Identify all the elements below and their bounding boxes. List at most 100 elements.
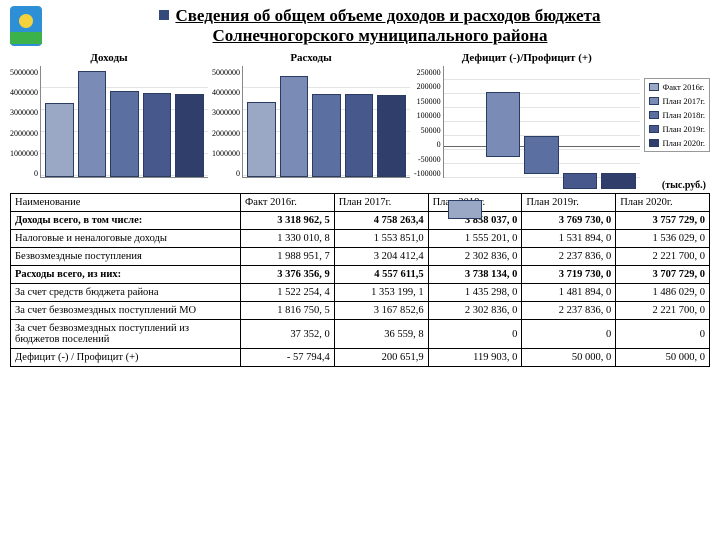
cell: 50 000, 0 xyxy=(522,349,616,367)
bullet-icon xyxy=(159,10,169,20)
income-title: Доходы xyxy=(90,52,127,64)
cell: 1 330 010, 8 xyxy=(241,230,335,248)
col-name: Наименование xyxy=(11,194,241,212)
bar xyxy=(524,136,558,174)
row-label: Дефицит (-) / Профицит (+) xyxy=(11,349,241,367)
cell: 3 719 730, 0 xyxy=(522,266,616,284)
logo xyxy=(10,6,42,50)
cell: 0 xyxy=(522,320,616,349)
row-label: Доходы всего, в том числе: xyxy=(11,212,241,230)
cell: 2 221 700, 0 xyxy=(616,302,710,320)
col-2019: План 2019г. xyxy=(522,194,616,212)
bar xyxy=(110,91,139,177)
bar xyxy=(143,93,172,177)
header: Сведения об общем объеме доходов и расхо… xyxy=(10,6,710,50)
cell: 4 557 611,5 xyxy=(334,266,428,284)
bar xyxy=(247,102,276,177)
cell: 1 435 298, 0 xyxy=(428,284,522,302)
deficit-plot xyxy=(443,66,640,178)
cell: 200 651,9 xyxy=(334,349,428,367)
cell: 1 481 894, 0 xyxy=(522,284,616,302)
bar xyxy=(377,95,406,177)
cell: 3 318 962, 5 xyxy=(241,212,335,230)
charts-row: Доходы 5000000 4000000 3000000 2000000 1… xyxy=(10,52,710,178)
cell: 1 353 199, 1 xyxy=(334,284,428,302)
expense-plot xyxy=(242,66,410,178)
cell: - 57 794,4 xyxy=(241,349,335,367)
col-2020: План 2020г. xyxy=(616,194,710,212)
cell: 1 988 951, 7 xyxy=(241,248,335,266)
row-label: Налоговые и неналоговые доходы xyxy=(11,230,241,248)
table-row: За счет безвозмездных поступлений из бюд… xyxy=(11,320,710,349)
table-row: Безвозмездные поступления1 988 951, 73 2… xyxy=(11,248,710,266)
title-line-2: Солнечногорского муниципального района xyxy=(213,26,548,45)
table-row: За счет средств бюджета района1 522 254,… xyxy=(11,284,710,302)
bar xyxy=(345,94,374,177)
row-label: Безвозмездные поступления xyxy=(11,248,241,266)
legend-item-4: План 2020г. xyxy=(649,138,705,148)
expense-yaxis: 5000000 4000000 3000000 2000000 1000000 … xyxy=(212,66,242,178)
bar xyxy=(175,94,204,177)
cell: 2 302 836, 0 xyxy=(428,302,522,320)
bar xyxy=(280,76,309,177)
cell: 3 167 852,6 xyxy=(334,302,428,320)
cell: 3 376 356, 9 xyxy=(241,266,335,284)
row-label: Расходы всего, из них: xyxy=(11,266,241,284)
table-row: За счет безвозмездных поступлений МО1 81… xyxy=(11,302,710,320)
table-row: Доходы всего, в том числе:3 318 962, 54 … xyxy=(11,212,710,230)
cell: 1 536 029, 0 xyxy=(616,230,710,248)
bar xyxy=(486,92,520,156)
col-2016: Факт 2016г. xyxy=(241,194,335,212)
cell: 0 xyxy=(428,320,522,349)
expense-chart: Расходы 5000000 4000000 3000000 2000000 … xyxy=(212,52,410,178)
cell: 3 707 729, 0 xyxy=(616,266,710,284)
cell: 1 553 851,0 xyxy=(334,230,428,248)
table-body: Доходы всего, в том числе:3 318 962, 54 … xyxy=(11,212,710,367)
table-row: Расходы всего, из них:3 376 356, 94 557 … xyxy=(11,266,710,284)
deficit-title: Дефицит (-)/Профицит (+) xyxy=(462,52,592,64)
bar xyxy=(78,71,107,177)
col-2017: План 2017г. xyxy=(334,194,428,212)
table-row: Дефицит (-) / Профицит (+)- 57 794,4200 … xyxy=(11,349,710,367)
legend-item-1: План 2017г. xyxy=(649,96,705,106)
title-line-1: Сведения об общем объеме доходов и расхо… xyxy=(175,6,600,25)
cell: 2 221 700, 0 xyxy=(616,248,710,266)
bar xyxy=(563,173,597,189)
legend: Факт 2016г. План 2017г. План 2018г. План… xyxy=(644,78,710,152)
cell: 50 000, 0 xyxy=(616,349,710,367)
cell: 3 204 412,4 xyxy=(334,248,428,266)
cell: 1 531 894, 0 xyxy=(522,230,616,248)
cell: 119 903, 0 xyxy=(428,349,522,367)
row-label: За счет безвозмездных поступлений МО xyxy=(11,302,241,320)
expense-title: Расходы xyxy=(290,52,331,64)
legend-item-2: План 2018г. xyxy=(649,110,705,120)
deficit-yaxis: 250000 200000 150000 100000 50000 0 -500… xyxy=(414,66,443,178)
income-plot xyxy=(40,66,208,178)
cell: 1 522 254, 4 xyxy=(241,284,335,302)
cell: 1 555 201, 0 xyxy=(428,230,522,248)
deficit-chart: Дефицит (-)/Профицит (+) 250000 200000 1… xyxy=(414,52,640,178)
cell: 1 816 750, 5 xyxy=(241,302,335,320)
cell: 3 738 134, 0 xyxy=(428,266,522,284)
cell: 2 302 836, 0 xyxy=(428,248,522,266)
legend-item-3: План 2019г. xyxy=(649,124,705,134)
cell: 0 xyxy=(616,320,710,349)
cell: 3 757 729, 0 xyxy=(616,212,710,230)
row-label: За счет средств бюджета района xyxy=(11,284,241,302)
cell: 2 237 836, 0 xyxy=(522,248,616,266)
income-chart: Доходы 5000000 4000000 3000000 2000000 1… xyxy=(10,52,208,178)
cell: 36 559, 8 xyxy=(334,320,428,349)
cell: 37 352, 0 xyxy=(241,320,335,349)
cell: 4 758 263,4 xyxy=(334,212,428,230)
cell: 1 486 029, 0 xyxy=(616,284,710,302)
table-header-row: Наименование Факт 2016г. План 2017г. Пла… xyxy=(11,194,710,212)
bar xyxy=(448,200,482,218)
row-label: За счет безвозмездных поступлений из бюд… xyxy=(11,320,241,349)
data-table: Наименование Факт 2016г. План 2017г. Пла… xyxy=(10,193,710,367)
bar xyxy=(601,173,635,189)
bar xyxy=(45,103,74,177)
bar xyxy=(312,94,341,177)
table-row: Налоговые и неналоговые доходы1 330 010,… xyxy=(11,230,710,248)
cell: 3 769 730, 0 xyxy=(522,212,616,230)
legend-item-0: Факт 2016г. xyxy=(649,82,705,92)
